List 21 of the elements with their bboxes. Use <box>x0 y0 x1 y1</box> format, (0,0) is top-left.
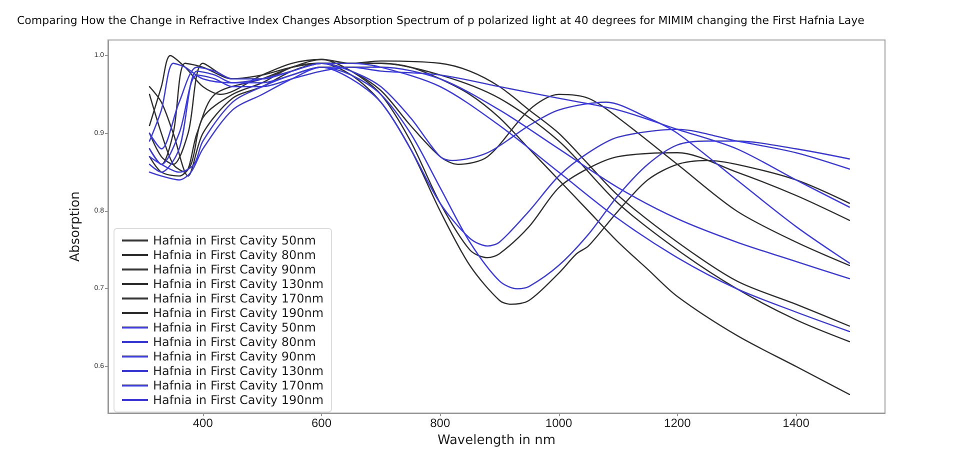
x-tick-label: 1000 <box>545 416 572 430</box>
chart-title: Comparing How the Change in Refractive Index Changes Absorption Spectrum of p polarized light at 40 degrees for MIMIM changing the First Hafnia Laye <box>17 14 865 27</box>
legend-label: Hafnia in First Cavity 170nm <box>153 378 324 392</box>
legend-label: Hafnia in First Cavity 130nm <box>153 277 324 291</box>
y-axis-title: Absorption <box>68 191 83 262</box>
x-tick-label: 1400 <box>782 416 810 430</box>
legend-label: Hafnia in First Cavity 190nm <box>153 393 324 407</box>
legend-label: Hafnia in First Cavity 50nm <box>153 234 316 248</box>
legend-label: Hafnia in First Cavity 190nm <box>153 306 324 320</box>
legend-label: Hafnia in First Cavity 130nm <box>153 364 324 378</box>
legend-label: Hafnia in First Cavity 80nm <box>153 248 316 262</box>
x-axis-title: Wavelength in nm <box>437 433 556 448</box>
x-tick-label: 400 <box>192 416 214 430</box>
x-tick-label: 600 <box>312 416 332 430</box>
legend-label: Hafnia in First Cavity 80nm <box>153 335 316 349</box>
legend-label: Hafnia in First Cavity 170nm <box>153 292 324 306</box>
legend-label: Hafnia in First Cavity 90nm <box>153 262 316 276</box>
x-tick-label: 800 <box>430 416 450 430</box>
x-tick-label: 1200 <box>664 416 692 430</box>
legend-label: Hafnia in First Cavity 50nm <box>153 320 316 334</box>
legend-label: Hafnia in First Cavity 90nm <box>153 350 316 364</box>
